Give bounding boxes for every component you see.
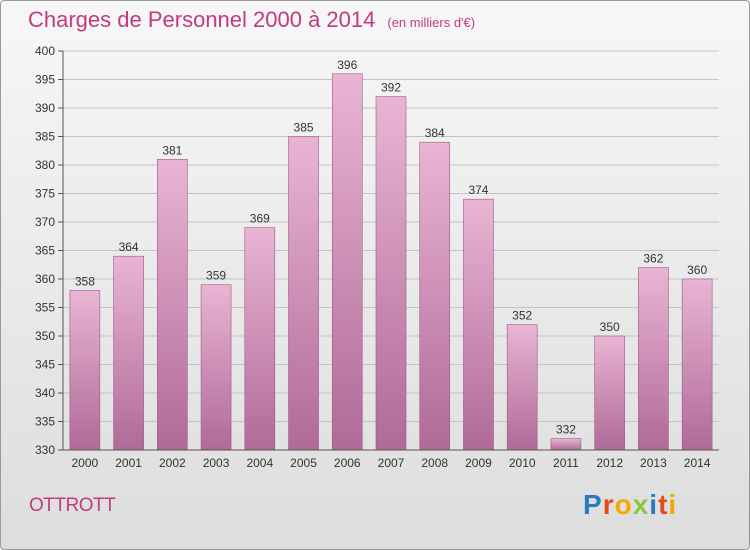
x-tick-label: 2010	[509, 456, 536, 470]
bar-2001	[113, 255, 144, 451]
bar-2002	[157, 159, 188, 451]
x-tick-label: 2006	[334, 456, 361, 470]
y-tick-label: 340	[35, 386, 55, 400]
y-tick-label: 375	[35, 187, 55, 201]
x-tick-label: 2002	[159, 456, 186, 470]
bars: 358 364 381 359 369 385 396 392 384 374 352 332 350 3…	[69, 58, 713, 451]
x-tick-label: 2000	[72, 456, 99, 470]
y-tick-label: 395	[35, 73, 55, 87]
bar-2012	[594, 335, 625, 451]
y-tick-label: 385	[35, 130, 55, 144]
data-label: 374	[468, 183, 488, 197]
logo-letter: x	[632, 489, 650, 520]
y-tick-label: 360	[35, 272, 55, 286]
y-tick-label: 390	[35, 101, 55, 115]
y-tick-label: 345	[35, 358, 55, 372]
data-label: 364	[119, 240, 139, 254]
y-tick-label: 380	[35, 158, 55, 172]
y-tick-label: 335	[35, 415, 55, 429]
bar-2006	[331, 73, 363, 451]
bar-2000	[69, 290, 101, 451]
x-tick-label: 2013	[640, 456, 667, 470]
bar-2011	[550, 438, 582, 451]
data-label: 384	[425, 126, 445, 140]
data-label: 358	[75, 274, 95, 288]
data-label: 359	[206, 269, 226, 283]
data-label: 385	[294, 121, 314, 135]
data-label: 332	[556, 423, 576, 437]
data-label: 369	[250, 212, 270, 226]
title-unit: (en milliers d'€)	[387, 15, 476, 30]
bar-2013	[638, 267, 669, 451]
bar-2007	[375, 96, 407, 451]
data-label: 396	[337, 58, 357, 72]
y-axis: 330 335 340 345 350 355 360 365 370 375 380 385 390 3…	[35, 44, 64, 457]
y-tick-label: 400	[35, 44, 55, 58]
y-tick-label: 370	[35, 215, 55, 229]
x-tick-label: 2009	[465, 456, 492, 470]
logo-letter: i	[668, 489, 678, 520]
logo-letter: i	[649, 489, 659, 520]
title-text: Charges de Personnel 2000 à 2014	[28, 7, 376, 32]
logo-letter: t	[658, 489, 669, 520]
bar-2010	[506, 324, 538, 451]
bar-2003	[200, 284, 232, 451]
y-tick-label: 330	[35, 443, 55, 457]
x-tick-label: 2008	[421, 456, 448, 470]
x-tick-label: 2005	[290, 456, 317, 470]
x-tick-label: 2014	[684, 456, 711, 470]
data-label: 381	[162, 143, 182, 157]
logo-letter: r	[602, 489, 615, 520]
logo-letter: P	[583, 489, 603, 520]
bar-2005	[288, 136, 319, 451]
x-tick-label: 2001	[115, 456, 142, 470]
chart-title: Charges de Personnel 2000 à 2014 (en mill…	[28, 7, 475, 33]
city-name: OTTROTT	[29, 495, 116, 516]
bar-2009	[463, 198, 494, 451]
bar-2008	[419, 141, 451, 451]
data-label: 350	[600, 320, 620, 334]
data-label: 360	[687, 263, 707, 277]
bar-2014	[681, 278, 713, 451]
x-tick-label: 2007	[378, 456, 405, 470]
x-tick-label: 2012	[596, 456, 623, 470]
x-tick-label: 2003	[203, 456, 230, 470]
data-label: 362	[643, 252, 663, 266]
data-label: 392	[381, 81, 401, 95]
data-label: 352	[512, 309, 532, 323]
y-tick-label: 350	[35, 329, 55, 343]
x-tick-label: 2011	[553, 456, 579, 470]
proxiti-logo: Proxiti	[583, 489, 677, 521]
logo-letter: o	[614, 489, 633, 520]
bar-2004	[244, 227, 276, 451]
x-tick-label: 2004	[246, 456, 273, 470]
x-axis: 2000 2001 2002 2003 2004 2005 2006 2007 2008 2009…	[63, 449, 719, 470]
y-tick-label: 365	[35, 244, 55, 258]
y-tick-label: 355	[35, 301, 55, 315]
